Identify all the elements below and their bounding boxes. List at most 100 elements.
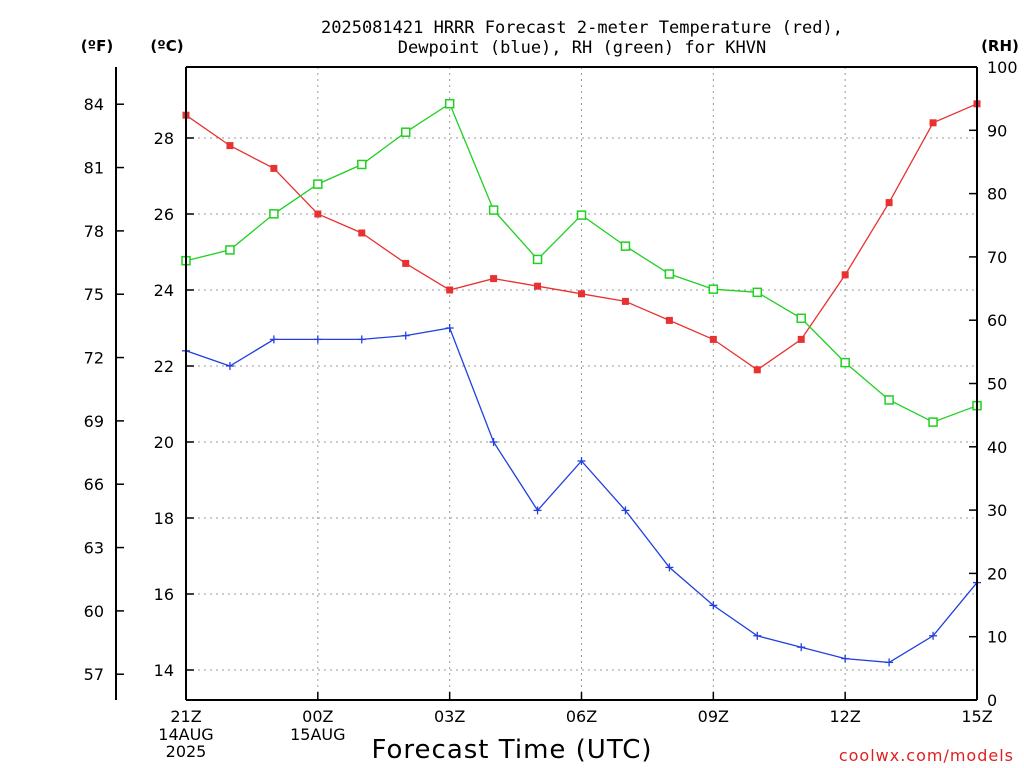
rh-point [620, 241, 631, 251]
chart-title-line-1: 2025081421 HRRR Forecast 2-meter Tempera… [321, 18, 843, 38]
fahrenheit-tick-label: 78 [84, 222, 104, 241]
temperature-point [402, 259, 410, 267]
rh-point [840, 357, 850, 368]
rh-point [928, 417, 938, 427]
rh-point [488, 205, 499, 215]
dewpoint-point [357, 335, 366, 344]
x-year-label: 2025 [166, 742, 207, 761]
fahrenheit-tick-label: 81 [84, 159, 104, 178]
rh-point [225, 245, 235, 255]
celsius-tick-label: 28 [154, 129, 174, 148]
temperature-point [490, 275, 498, 283]
x-tick-label: 06Z [566, 707, 597, 726]
celsius-tick-label: 16 [154, 585, 174, 604]
dewpoint-point [797, 643, 806, 652]
rh-point [708, 284, 719, 294]
rh-point [796, 313, 806, 324]
fahrenheit-tick-label: 75 [84, 285, 104, 304]
rh-point [576, 210, 587, 220]
temperature-point [578, 290, 585, 298]
fahrenheit-tick-label: 69 [84, 412, 104, 431]
celsius-tick-label: 22 [154, 357, 174, 376]
rh-point [752, 287, 763, 298]
dewpoint-point [489, 438, 498, 446]
dewpoint-point [709, 601, 718, 610]
temperature-point [534, 282, 542, 290]
x-tick-label: 03Z [434, 707, 465, 726]
dewpoint-point [621, 506, 630, 515]
temperature-point [621, 297, 629, 305]
temperature-point [841, 271, 849, 279]
rh-point [269, 209, 279, 219]
temperature-point [270, 164, 278, 172]
dewpoint-point [313, 335, 322, 344]
dewpoint-point [445, 324, 454, 332]
x-tick-label: 12Z [830, 707, 861, 726]
x-tick-label: 21Z [170, 707, 201, 726]
fahrenheit-tick-label: 66 [84, 475, 104, 494]
rh-point [884, 395, 894, 405]
rh-point [444, 98, 455, 109]
x-axis-label: Forecast Time (UTC) [371, 735, 652, 765]
x-tick-label: 00Z [302, 707, 333, 726]
rh-point [532, 254, 543, 265]
temperature-point [314, 210, 322, 218]
dewpoint-line [185, 327, 978, 664]
dewpoint-point [665, 563, 674, 572]
x-tick-label: 09Z [698, 707, 729, 726]
rh-tick-label: 40 [987, 438, 1007, 457]
rh-point [400, 127, 411, 137]
rh-point [357, 159, 367, 170]
dewpoint-point [225, 362, 234, 370]
fahrenheit-unit-label: (ºF) [81, 37, 113, 55]
x-date-label: 15AUG [290, 725, 345, 744]
rh-tick-label: 80 [987, 185, 1007, 204]
dewpoint-point [269, 335, 278, 344]
grid-lines [186, 67, 977, 700]
rh-tick-label: 100 [987, 58, 1018, 77]
rh-tick-label: 90 [987, 121, 1007, 140]
dewpoint-point [753, 631, 762, 640]
celsius-tick-label: 24 [154, 281, 174, 300]
temperature-point [929, 119, 937, 127]
rh-tick-label: 60 [987, 311, 1007, 330]
temperature-point [753, 366, 761, 374]
rh-tick-label: 20 [987, 564, 1007, 583]
temperature-point [709, 335, 717, 343]
fahrenheit-tick-label: 63 [84, 539, 104, 558]
rh-tick-label: 50 [987, 375, 1007, 394]
dewpoint-point [929, 631, 938, 640]
dewpoint-point [885, 658, 894, 667]
credit-text: coolwx.com/models [839, 746, 1014, 765]
dewpoint-point [401, 331, 410, 340]
fahrenheit-tick-label: 57 [84, 665, 104, 684]
celsius-tick-label: 18 [154, 509, 174, 528]
chart-title-line-2: Dewpoint (blue), RH (green) for KHVN [398, 38, 766, 58]
rh-tick-label: 10 [987, 628, 1007, 647]
dewpoint-point [577, 457, 586, 465]
fahrenheit-tick-label: 84 [84, 95, 104, 114]
celsius-tick-label: 20 [154, 433, 174, 452]
dewpoint-point [841, 654, 850, 663]
temperature-point [665, 316, 673, 324]
temperature-point [226, 142, 234, 150]
celsius-unit-label: (ºC) [150, 37, 183, 55]
temperature-point [797, 335, 805, 343]
celsius-tick-label: 14 [154, 661, 174, 680]
rh-tick-label: 70 [987, 248, 1007, 267]
rh-point [664, 269, 675, 279]
rh-tick-label: 0 [987, 691, 997, 710]
rh-point [313, 179, 323, 189]
temperature-point [446, 286, 454, 294]
rh-unit-label: (RH) [981, 37, 1019, 55]
dewpoint-point [533, 506, 542, 515]
rh-tick-label: 30 [987, 501, 1007, 520]
temperature-point [358, 229, 366, 237]
fahrenheit-tick-label: 60 [84, 602, 104, 621]
axes-layer: 14 16 18 20 22 24 26 28 57 60 63 66 69 72 75 78 81 84 0 10 2… [84, 58, 1018, 761]
x-tick-label: 15Z [961, 707, 992, 726]
temperature-point [885, 199, 893, 207]
celsius-tick-label: 26 [154, 205, 174, 224]
fahrenheit-tick-label: 72 [84, 349, 104, 368]
